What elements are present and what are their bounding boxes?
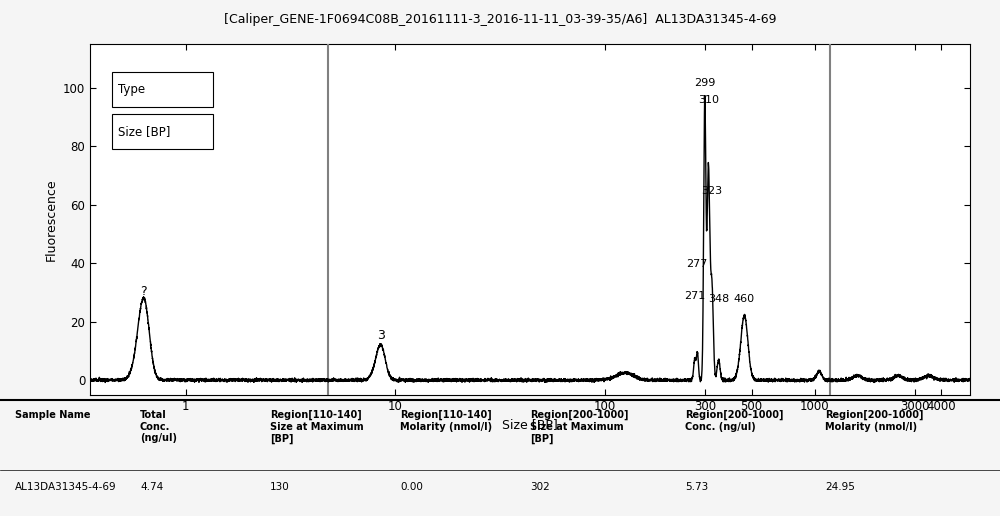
X-axis label: Size [BP]: Size [BP]: [502, 418, 558, 431]
Text: 4.74: 4.74: [140, 482, 163, 492]
Text: Region[200-1000]
Molarity (nmol/l): Region[200-1000] Molarity (nmol/l): [825, 410, 924, 432]
Text: Region[200-1000]
Size at Maximum
[BP]: Region[200-1000] Size at Maximum [BP]: [530, 410, 629, 444]
Text: 348: 348: [709, 294, 730, 304]
FancyBboxPatch shape: [112, 72, 213, 107]
Y-axis label: Fluorescence: Fluorescence: [44, 178, 57, 261]
Text: 460: 460: [734, 294, 755, 304]
Text: Region[110-140]
Molarity (nmol/l): Region[110-140] Molarity (nmol/l): [400, 410, 492, 432]
Text: Size [BP]: Size [BP]: [118, 125, 171, 138]
FancyBboxPatch shape: [112, 114, 213, 149]
Text: 299: 299: [694, 78, 715, 88]
Text: 3: 3: [377, 329, 384, 342]
Text: 5.73: 5.73: [685, 482, 708, 492]
Text: Region[200-1000]
Conc. (ng/ul): Region[200-1000] Conc. (ng/ul): [685, 410, 784, 432]
Text: Sample Name: Sample Name: [15, 410, 90, 420]
Text: ?: ?: [140, 285, 147, 298]
Text: Total
Conc.
(ng/ul): Total Conc. (ng/ul): [140, 410, 177, 443]
Text: 302: 302: [530, 482, 550, 492]
Text: 277: 277: [686, 259, 708, 269]
Text: Type: Type: [118, 83, 145, 96]
Text: 323: 323: [701, 186, 722, 196]
Text: Region[110-140]
Size at Maximum
[BP]: Region[110-140] Size at Maximum [BP]: [270, 410, 364, 444]
Text: 130: 130: [270, 482, 290, 492]
Text: 24.95: 24.95: [825, 482, 855, 492]
Text: AL13DA31345-4-69: AL13DA31345-4-69: [15, 482, 117, 492]
Text: [Caliper_GENE-1F0694C08B_20161111-3_2016-11-11_03-39-35/A6]  AL13DA31345-4-69: [Caliper_GENE-1F0694C08B_20161111-3_2016…: [224, 13, 776, 26]
Text: 310: 310: [698, 95, 719, 105]
Text: 0.00: 0.00: [400, 482, 423, 492]
Text: 271: 271: [684, 291, 705, 301]
